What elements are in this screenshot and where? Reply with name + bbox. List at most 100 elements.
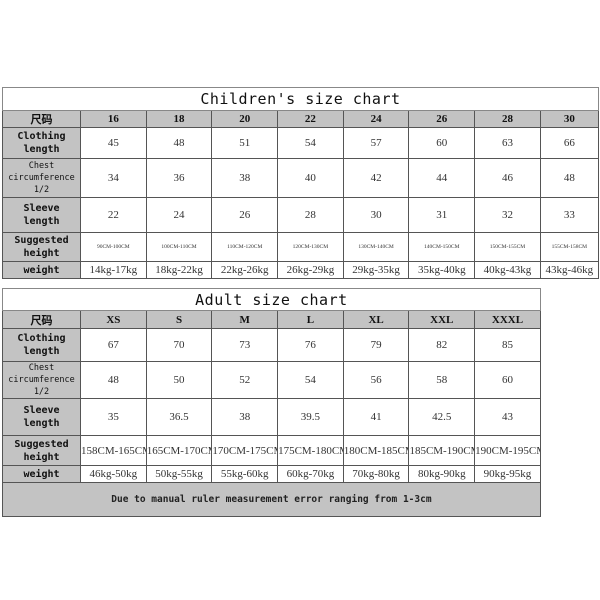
table-cell: 46kg-50kg	[80, 465, 147, 483]
size-header-cell: 20	[211, 110, 279, 128]
table-cell: 180CM-185CM	[342, 435, 410, 466]
table-cell: 14kg-17kg	[80, 261, 147, 279]
table-cell: 40	[277, 158, 344, 198]
row-label: weight	[2, 261, 81, 279]
size-header-cell: 30	[539, 110, 599, 128]
table-cell: 52	[211, 361, 279, 399]
table-cell: 100CM-110CM	[145, 232, 213, 262]
table-cell: 36.5	[145, 398, 213, 436]
table-cell: 66	[539, 127, 599, 159]
table-cell: 24	[145, 197, 213, 233]
table-cell: 29kg-35kg	[342, 261, 410, 279]
table-cell: 73	[211, 328, 279, 362]
table-cell: 54	[277, 361, 344, 399]
table-cell: 76	[277, 328, 344, 362]
table-cell: 130CM-140CM	[342, 232, 410, 262]
table-cell: 40kg-43kg	[474, 261, 541, 279]
row-label: Sleeve length	[2, 398, 81, 436]
row-label: weight	[2, 465, 81, 483]
row-label: Clothing length	[2, 127, 81, 159]
table-row: Suggested height 158CM-165CM 165CM-170CM 17…	[2, 435, 541, 466]
table-cell: 43	[474, 398, 541, 436]
table-cell: 41	[342, 398, 410, 436]
children-size-chart: Children's size chart 尺码 16 18 20 22 24 26 28 30…	[2, 87, 599, 279]
table-cell: 45	[80, 127, 147, 159]
table-cell: 46	[474, 158, 541, 198]
table-cell: 85	[474, 328, 541, 362]
table-cell: 90CM-100CM	[80, 232, 147, 262]
row-label: Sleeve length	[2, 197, 81, 233]
table-cell: 80kg-90kg	[408, 465, 476, 483]
row-label: Chest circumference 1/2	[2, 361, 81, 399]
size-header-cell: 22	[277, 110, 344, 128]
table-cell: 36	[145, 158, 213, 198]
table-cell: 175CM-180CM	[277, 435, 344, 466]
size-header-label: 尺码	[2, 110, 81, 128]
adult-size-chart: Adult size chart 尺码 XS S M L XL XXL XXXL Clothi…	[2, 288, 541, 517]
table-row: Chest circumference 1/2 48 50 52 54 56 58 60	[2, 361, 541, 399]
table-cell: 50	[145, 361, 213, 399]
size-header-cell: L	[277, 310, 344, 329]
table-cell: 26kg-29kg	[277, 261, 344, 279]
table-cell: 34	[80, 158, 147, 198]
table-cell: 57	[342, 127, 410, 159]
table-cell: 170CM-175CM	[211, 435, 279, 466]
table-cell: 140CM-150CM	[408, 232, 476, 262]
table-cell: 63	[474, 127, 541, 159]
size-header-cell: XXXL	[474, 310, 541, 329]
table-cell: 90kg-95kg	[474, 465, 541, 483]
table-row: Suggested height 90CM-100CM 100CM-110CM 110…	[2, 232, 599, 262]
table-cell: 70	[145, 328, 213, 362]
table-cell: 60	[408, 127, 476, 159]
table-cell: 58	[408, 361, 476, 399]
table-cell: 22kg-26kg	[211, 261, 279, 279]
table-cell: 150CM-155CM	[474, 232, 541, 262]
table-cell: 54	[277, 127, 344, 159]
size-header-cell: S	[145, 310, 213, 329]
table-cell: 35	[80, 398, 147, 436]
row-label: Clothing length	[2, 328, 81, 362]
table-cell: 55kg-60kg	[211, 465, 279, 483]
row-label: Chest circumference 1/2	[2, 158, 81, 198]
table-cell: 158CM-165CM	[80, 435, 147, 466]
table-cell: 165CM-170CM	[145, 435, 213, 466]
table-cell: 60	[474, 361, 541, 399]
table-row: Sleeve length 35 36.5 38 39.5 41 42.5 43	[2, 398, 541, 436]
size-header-cell: XS	[80, 310, 147, 329]
table-cell: 28	[277, 197, 344, 233]
table-cell: 32	[474, 197, 541, 233]
size-header-cell: 18	[145, 110, 213, 128]
table-cell: 185CM-190CM	[408, 435, 476, 466]
table-cell: 120CM-130CM	[277, 232, 344, 262]
table-row: Sleeve length 22 24 26 28 30 31 32 33	[2, 197, 599, 233]
table-cell: 38	[211, 158, 279, 198]
table-cell: 70kg-80kg	[342, 465, 410, 483]
table-cell: 50kg-55kg	[145, 465, 213, 483]
table-cell: 48	[539, 158, 599, 198]
table-cell: 22	[80, 197, 147, 233]
table-cell: 44	[408, 158, 476, 198]
table-row: Chest circumference 1/2 34 36 38 40 42 44 46 48	[2, 158, 599, 198]
size-header-cell: XXL	[408, 310, 476, 329]
table-row: weight 46kg-50kg 50kg-55kg 55kg-60kg 60kg-70…	[2, 465, 541, 483]
table-row: Clothing length 45 48 51 54 57 60 63 66	[2, 127, 599, 159]
size-header-cell: 28	[474, 110, 541, 128]
table-cell: 43kg-46kg	[539, 261, 599, 279]
size-header-cell: 24	[342, 110, 410, 128]
table-row: Clothing length 67 70 73 76 79 82 85	[2, 328, 541, 362]
table-cell: 60kg-70kg	[277, 465, 344, 483]
size-header-label: 尺码	[2, 310, 81, 329]
table-cell: 48	[80, 361, 147, 399]
row-label: Suggested height	[2, 232, 81, 262]
table-cell: 155CM-158CM	[539, 232, 599, 262]
table-row: weight 14kg-17kg 18kg-22kg 22kg-26kg 26kg-29…	[2, 261, 599, 279]
adult-chart-title: Adult size chart	[2, 288, 541, 311]
table-cell: 48	[145, 127, 213, 159]
table-cell: 35kg-40kg	[408, 261, 476, 279]
table-cell: 38	[211, 398, 279, 436]
table-cell: 67	[80, 328, 147, 362]
table-cell: 33	[539, 197, 599, 233]
table-cell: 39.5	[277, 398, 344, 436]
table-cell: 56	[342, 361, 410, 399]
measurement-note: Due to manual ruler measurement error ra…	[2, 482, 541, 517]
